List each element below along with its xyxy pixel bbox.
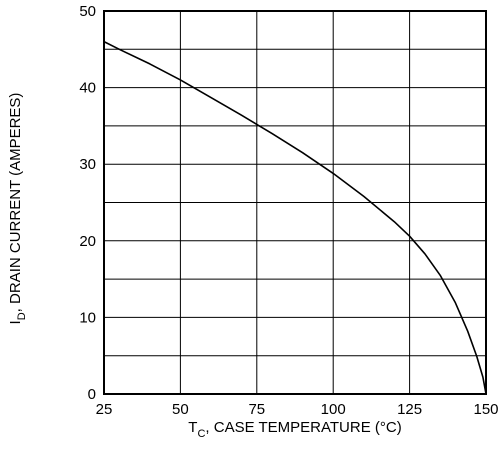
- x-tick-label-25: 25: [96, 401, 113, 418]
- series-line-0: [103, 40, 487, 395]
- x-tick-label-100: 100: [321, 401, 346, 418]
- y-tick-label-30: 30: [79, 156, 96, 173]
- y-axis-title-suffix: , DRAIN CURRENT (AMPERES): [7, 93, 24, 313]
- grid-layer: [104, 11, 486, 394]
- x-axis-title-prefix: T: [188, 419, 197, 436]
- y-tick-label-20: 20: [79, 233, 96, 250]
- tick-labels: 25 50 75 100 125 150 0 10 20 30 40 50: [79, 3, 498, 418]
- y-tick-label-40: 40: [79, 80, 96, 97]
- y-tick-label-50: 50: [79, 3, 96, 20]
- x-axis-title-subscript: C: [197, 428, 205, 440]
- x-tick-label-50: 50: [172, 401, 189, 418]
- x-tick-label-150: 150: [473, 401, 498, 418]
- series-layer: [103, 40, 487, 395]
- x-tick-label-125: 125: [397, 401, 422, 418]
- x-axis-title-suffix: , CASE TEMPERATURE (°C): [205, 419, 401, 436]
- y-axis-title-subscript: D: [16, 312, 28, 320]
- x-axis-title: TC, CASE TEMPERATURE (°C): [188, 419, 401, 440]
- x-tick-label-75: 75: [248, 401, 265, 418]
- y-axis-title-prefix: I: [7, 320, 24, 324]
- y-tick-label-0: 0: [88, 386, 96, 403]
- y-tick-label-10: 10: [79, 309, 96, 326]
- y-axis-title: ID, DRAIN CURRENT (AMPERES): [7, 93, 28, 325]
- plot-frame: [103, 10, 487, 395]
